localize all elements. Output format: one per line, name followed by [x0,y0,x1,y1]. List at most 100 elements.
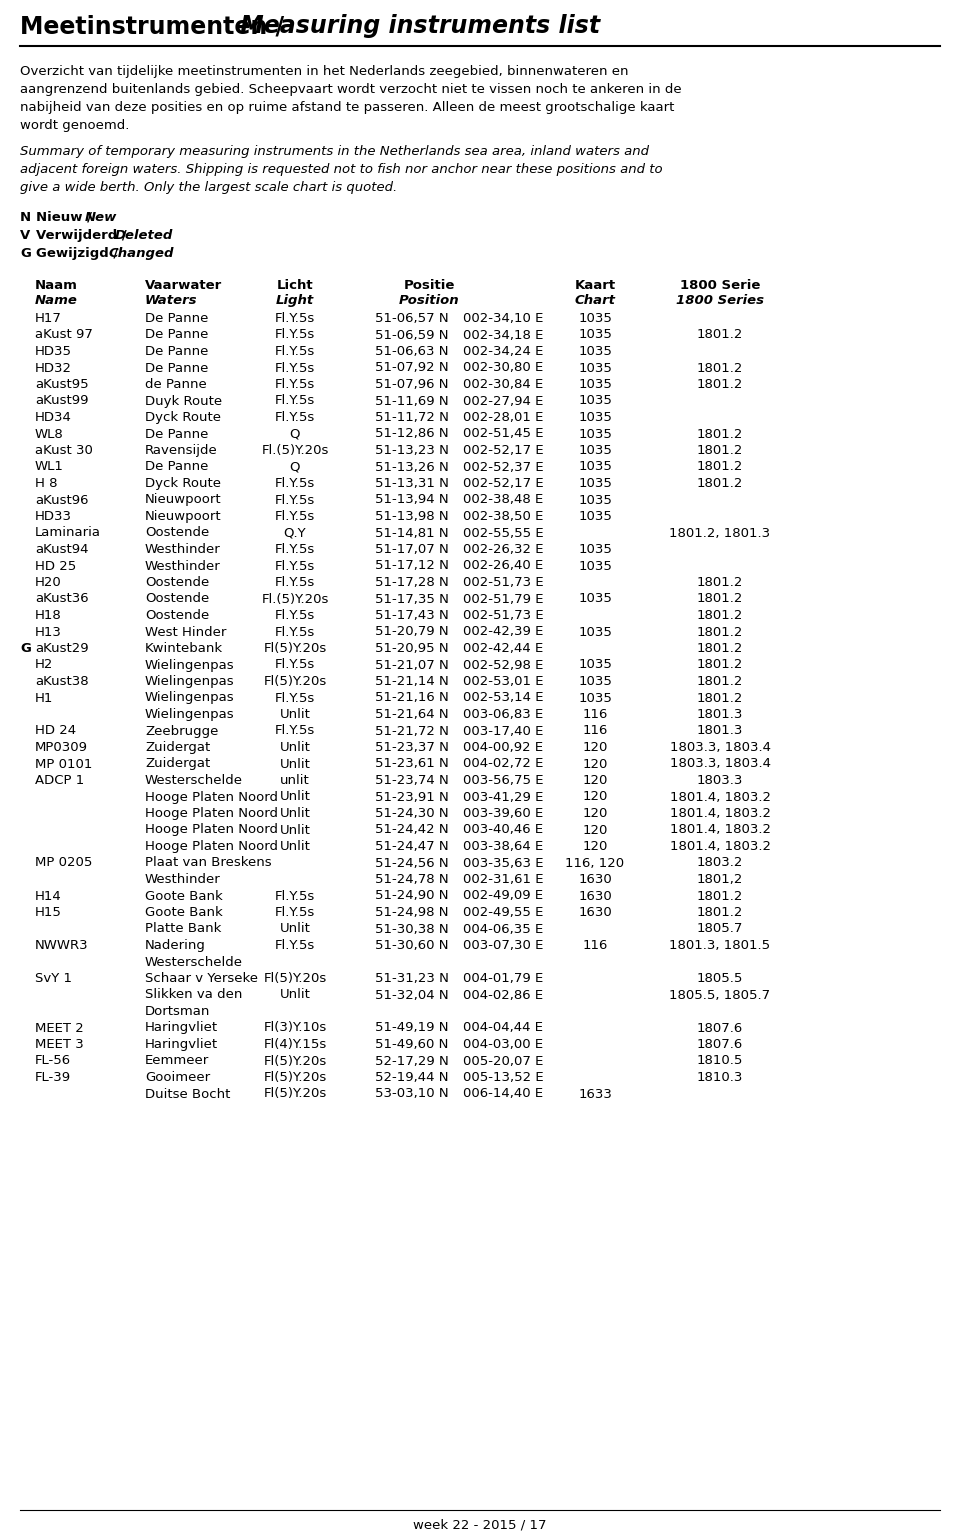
Text: 1803.3: 1803.3 [697,775,743,787]
Text: 003-41,29 E: 003-41,29 E [463,790,543,804]
Text: Haringvliet: Haringvliet [145,1037,218,1051]
Text: De Panne: De Panne [145,312,208,324]
Text: MEET 3: MEET 3 [35,1037,84,1051]
Text: 1801.2: 1801.2 [697,905,743,919]
Text: 51-23,37 N: 51-23,37 N [375,741,449,755]
Text: Westhinder: Westhinder [145,543,221,556]
Text: Westhinder: Westhinder [145,559,221,572]
Text: 1035: 1035 [578,476,612,490]
Text: HD34: HD34 [35,410,72,424]
Text: H 8: H 8 [35,476,58,490]
Text: Unlit: Unlit [279,807,310,821]
Text: 1810.5: 1810.5 [697,1054,743,1068]
Text: 1035: 1035 [578,510,612,523]
Text: Nieuwpoort: Nieuwpoort [145,510,222,523]
Text: Q: Q [290,427,300,441]
Text: Nadering: Nadering [145,939,205,951]
Text: aKust 30: aKust 30 [35,444,93,456]
Text: Fl.Y.5s: Fl.Y.5s [275,658,315,672]
Text: Fl.Y.5s: Fl.Y.5s [275,890,315,902]
Text: 002-26,32 E: 002-26,32 E [463,543,543,556]
Text: 51-21,64 N: 51-21,64 N [375,709,448,721]
Text: 1801.2: 1801.2 [697,361,743,375]
Text: 51-30,38 N: 51-30,38 N [375,922,448,936]
Text: De Panne: De Panne [145,361,208,375]
Text: Meetinstrumenten /: Meetinstrumenten / [20,14,284,38]
Text: Fl(4)Y.15s: Fl(4)Y.15s [263,1037,326,1051]
Text: H2: H2 [35,658,54,672]
Text: Gewijzigd /: Gewijzigd / [36,247,123,260]
Text: Fl(5)Y.20s: Fl(5)Y.20s [263,1054,326,1068]
Text: 1803.3, 1803.4: 1803.3, 1803.4 [669,758,771,770]
Text: 1035: 1035 [578,461,612,473]
Text: Fl(5)Y.20s: Fl(5)Y.20s [263,642,326,655]
Text: 1035: 1035 [578,410,612,424]
Text: 1801.4, 1803.2: 1801.4, 1803.2 [669,807,771,821]
Text: Nieuw /: Nieuw / [36,211,97,224]
Text: 1801.2: 1801.2 [697,658,743,672]
Text: 002-28,01 E: 002-28,01 E [463,410,543,424]
Text: NWWR3: NWWR3 [35,939,88,951]
Text: 002-51,73 E: 002-51,73 E [463,609,543,622]
Text: 51-13,26 N: 51-13,26 N [375,461,448,473]
Text: 120: 120 [583,775,608,787]
Text: 1803.3, 1803.4: 1803.3, 1803.4 [669,741,771,755]
Text: 51-21,16 N: 51-21,16 N [375,692,448,704]
Text: 1800 Series: 1800 Series [676,294,764,307]
Text: Wielingenpas: Wielingenpas [145,675,234,689]
Text: aKust29: aKust29 [35,642,88,655]
Text: H20: H20 [35,576,61,589]
Text: 003-06,83 E: 003-06,83 E [463,709,543,721]
Text: Oostende: Oostende [145,592,209,606]
Text: aKust99: aKust99 [35,395,88,407]
Text: 1035: 1035 [578,493,612,507]
Text: 1801.4, 1803.2: 1801.4, 1803.2 [669,790,771,804]
Text: 003-39,60 E: 003-39,60 E [463,807,543,821]
Text: Goote Bank: Goote Bank [145,905,223,919]
Text: HD32: HD32 [35,361,72,375]
Text: Duitse Bocht: Duitse Bocht [145,1088,230,1100]
Text: 51-11,72 N: 51-11,72 N [375,410,449,424]
Text: New: New [84,211,117,224]
Text: 53-03,10 N: 53-03,10 N [375,1088,448,1100]
Text: Fl(5)Y.20s: Fl(5)Y.20s [263,675,326,689]
Text: 51-20,95 N: 51-20,95 N [375,642,448,655]
Text: 004-01,79 E: 004-01,79 E [463,971,543,985]
Text: Westhinder: Westhinder [145,873,221,885]
Text: 002-34,10 E: 002-34,10 E [463,312,543,324]
Text: 1035: 1035 [578,692,612,704]
Text: Oostende: Oostende [145,576,209,589]
Text: 51-07,96 N: 51-07,96 N [375,378,448,390]
Text: N: N [20,211,31,224]
Text: 51-17,28 N: 51-17,28 N [375,576,448,589]
Text: 52-17,29 N: 52-17,29 N [375,1054,448,1068]
Text: 1801.2: 1801.2 [697,626,743,638]
Text: Wielingenpas: Wielingenpas [145,692,234,704]
Text: Position: Position [398,294,459,307]
Text: 1810.3: 1810.3 [697,1071,743,1084]
Text: 1035: 1035 [578,427,612,441]
Text: 51-13,98 N: 51-13,98 N [375,510,448,523]
Text: 116, 120: 116, 120 [565,856,625,870]
Text: FL-39: FL-39 [35,1071,71,1084]
Text: Q.Y: Q.Y [284,527,306,539]
Text: Verwijderd /: Verwijderd / [36,229,132,241]
Text: G: G [20,642,31,655]
Text: 1805.5: 1805.5 [697,971,743,985]
Text: Fl.Y.5s: Fl.Y.5s [275,378,315,390]
Text: aKust95: aKust95 [35,378,88,390]
Text: 51-21,72 N: 51-21,72 N [375,724,449,738]
Text: 1035: 1035 [578,658,612,672]
Text: 002-38,50 E: 002-38,50 E [463,510,543,523]
Text: 120: 120 [583,758,608,770]
Text: Fl.Y.5s: Fl.Y.5s [275,395,315,407]
Text: 1633: 1633 [578,1088,612,1100]
Text: Dortsman: Dortsman [145,1005,210,1017]
Text: 1035: 1035 [578,543,612,556]
Text: 120: 120 [583,790,608,804]
Text: H17: H17 [35,312,61,324]
Text: Fl.Y.5s: Fl.Y.5s [275,312,315,324]
Text: 116: 116 [583,709,608,721]
Text: Hooge Platen Noord: Hooge Platen Noord [145,790,278,804]
Text: Fl.Y.5s: Fl.Y.5s [275,939,315,951]
